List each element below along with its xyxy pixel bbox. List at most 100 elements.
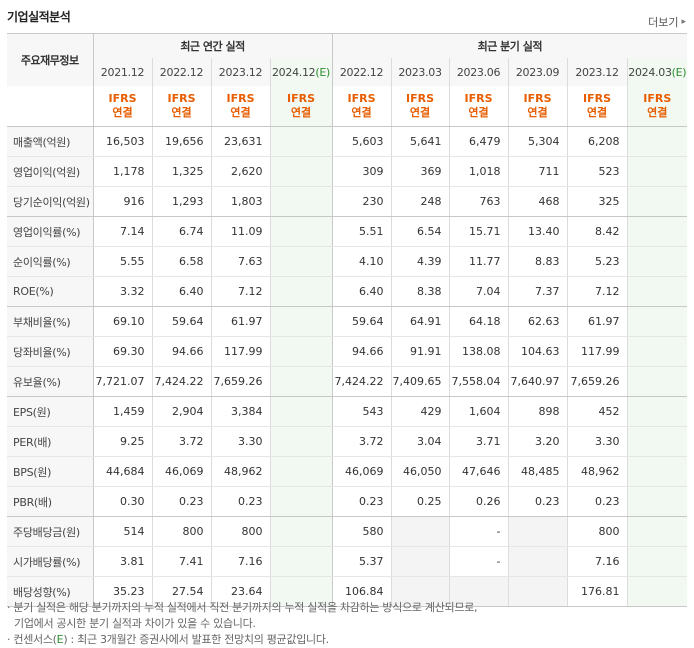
row-label: 주당배당금(원) xyxy=(7,516,93,547)
annual-cell: 2,620 xyxy=(210,156,270,187)
quarter-cell: 7,409.65 xyxy=(390,366,450,397)
row-label: 배당성향(%) xyxy=(7,576,93,607)
quarter-cell xyxy=(626,366,688,397)
ifrs-label: IFRS 연결 xyxy=(626,86,688,127)
table-row: ROE(%) 3.32 6.40 7.12 6.40 8.38 7.04 7.37 7.12 xyxy=(7,276,688,307)
row-label: BPS(원) xyxy=(7,456,93,487)
annual-cell xyxy=(269,246,333,277)
annual-cell xyxy=(269,456,333,487)
estimate-mark: (E) xyxy=(671,65,687,79)
quarter-cell: 5.51 xyxy=(331,216,392,247)
quarter-cell: 543 xyxy=(331,396,392,427)
period-header: 2021.12 xyxy=(92,58,152,86)
quarter-cell: 711 xyxy=(507,156,568,187)
annual-cell: 44,684 xyxy=(92,456,152,487)
quarter-cell: 11.77 xyxy=(448,246,509,277)
table-body: 매출액(억원) 16,503 19,656 23,631 5,603 5,641 6,479… xyxy=(7,126,688,607)
annual-cell: 7,659.26 xyxy=(210,366,270,397)
quarter-cell xyxy=(448,576,509,607)
quarter-cell: 6.54 xyxy=(390,216,450,247)
quarter-cell: 59.64 xyxy=(331,306,392,337)
period-header: 2023.06 xyxy=(448,58,509,86)
quarter-cell xyxy=(626,246,688,277)
period-header: 2023.03 xyxy=(390,58,450,86)
annual-cell: 3.32 xyxy=(92,276,152,307)
annual-cell: 61.97 xyxy=(210,306,270,337)
table-row: 매출액(억원) 16,503 19,656 23,631 5,603 5,641 6,479… xyxy=(7,126,688,157)
annual-cell: 0.30 xyxy=(92,486,152,517)
quarter-cell xyxy=(626,276,688,307)
table-row: BPS(원) 44,684 46,069 48,962 46,069 46,050 47,6… xyxy=(7,456,688,487)
corner-label: 주요재무정보 xyxy=(7,33,93,86)
annual-cell: 7.41 xyxy=(151,546,211,577)
annual-cell: 7,721.07 xyxy=(92,366,152,397)
quarter-cell: - xyxy=(448,516,509,547)
quarter-cell: 8.38 xyxy=(390,276,450,307)
quarter-cell: 6.40 xyxy=(331,276,392,307)
quarter-cell: 3.04 xyxy=(390,426,450,457)
ifrs-label: IFRS 연결 xyxy=(566,86,628,127)
quarter-cell: 138.08 xyxy=(448,336,509,367)
row-label: 영업이익률(%) xyxy=(7,216,93,247)
quarter-cell: 5.23 xyxy=(566,246,628,277)
quarter-cell: - xyxy=(448,546,509,577)
ifrs-label: IFRS 연결 xyxy=(151,86,211,127)
financial-table: 주요재무정보 최근 연간 실적 최근 분기 실적 2021.12 2022.12 2… xyxy=(7,33,688,607)
section-title: 기업실적분석 xyxy=(7,10,71,24)
annual-cell xyxy=(269,276,333,307)
note-line-1: · 분기 실적은 해당 분기까지의 누적 실적에서 직전 분기까지의 누적 실적… xyxy=(7,601,478,614)
period-header: 2022.12 xyxy=(331,58,392,86)
annual-cell xyxy=(269,426,333,457)
annual-cell: 6.58 xyxy=(151,246,211,277)
quarter-cell: 47,646 xyxy=(448,456,509,487)
period-header: 2024.12(E) xyxy=(269,58,333,86)
row-label: ROE(%) xyxy=(7,276,93,307)
quarter-cell: 7,558.04 xyxy=(448,366,509,397)
table-row: PBR(배) 0.30 0.23 0.23 0.23 0.25 0.26 0.23 0.23 xyxy=(7,486,688,517)
estimate-mark: E xyxy=(56,633,64,646)
period-header: 2024.03(E) xyxy=(626,58,688,86)
quarter-cell: 230 xyxy=(331,186,392,217)
annual-cell: 35.23 xyxy=(92,576,152,607)
ifrs-label: IFRS 연결 xyxy=(210,86,270,127)
annual-cell xyxy=(269,216,333,247)
annual-cell: 7.16 xyxy=(210,546,270,577)
quarter-cell xyxy=(626,486,688,517)
quarter-cell: 48,962 xyxy=(566,456,628,487)
annual-cell: 94.66 xyxy=(151,336,211,367)
annual-cell: 5.55 xyxy=(92,246,152,277)
quarter-cell: 0.23 xyxy=(507,486,568,517)
quarter-cell: 61.97 xyxy=(566,306,628,337)
annual-cell: 3.30 xyxy=(210,426,270,457)
row-label: 시가배당률(%) xyxy=(7,546,93,577)
annual-cell: 7,424.22 xyxy=(151,366,211,397)
quarter-cell xyxy=(626,156,688,187)
table-row: PER(배) 9.25 3.72 3.30 3.72 3.04 3.71 3.20 3.30 xyxy=(7,426,688,457)
quarter-cell: 6,479 xyxy=(448,126,509,157)
row-label: EPS(원) xyxy=(7,396,93,427)
ifrs-label: IFRS 연결 xyxy=(92,86,152,127)
period-header: 2022.12 xyxy=(151,58,211,86)
quarter-cell: 429 xyxy=(390,396,450,427)
quarter-cell: 106.84 xyxy=(331,576,392,607)
quarter-cell xyxy=(626,306,688,337)
quarter-cell xyxy=(390,576,450,607)
estimate-mark: (E) xyxy=(315,65,331,79)
annual-cell: 7.12 xyxy=(210,276,270,307)
note-line-3: · 컨센서스(E) : 최근 3개월간 증권사에서 발표한 전망치의 평균값입니… xyxy=(7,633,329,646)
quarter-cell xyxy=(507,546,568,577)
annual-cell xyxy=(269,336,333,367)
annual-cell: 48,962 xyxy=(210,456,270,487)
annual-cell: 514 xyxy=(92,516,152,547)
quarter-cell: 0.23 xyxy=(566,486,628,517)
quarter-cell xyxy=(390,546,450,577)
annual-cell xyxy=(269,396,333,427)
more-link[interactable]: 더보기 ▸ xyxy=(648,14,686,30)
annual-cell: 1,178 xyxy=(92,156,152,187)
quarter-cell: 7.04 xyxy=(448,276,509,307)
quarter-cell: 468 xyxy=(507,186,568,217)
quarter-cell: 46,069 xyxy=(331,456,392,487)
row-label: 당좌비율(%) xyxy=(7,336,93,367)
annual-cell: 1,803 xyxy=(210,186,270,217)
quarter-cell xyxy=(626,456,688,487)
